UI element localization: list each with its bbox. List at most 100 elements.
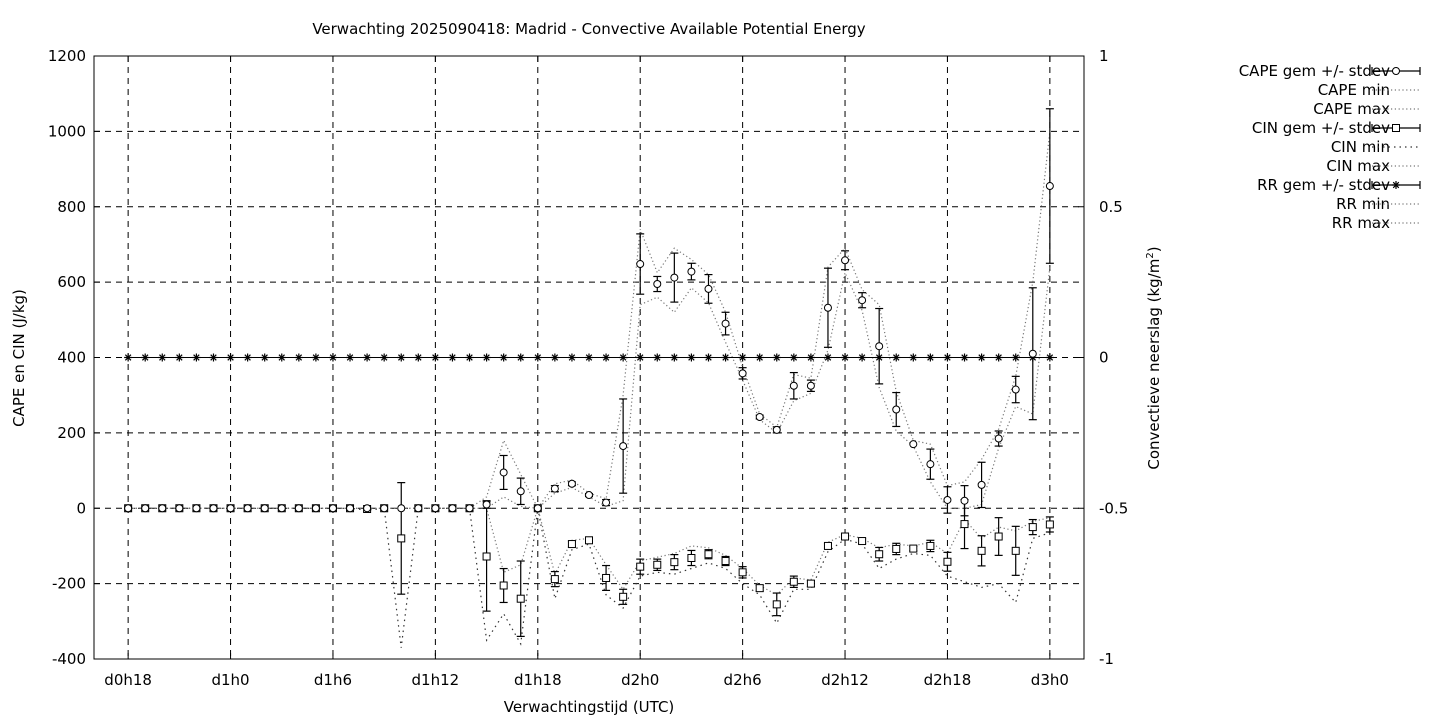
x-tick-label: d3h0: [1031, 671, 1069, 689]
rr-point: [158, 353, 167, 362]
series-cape-min: [128, 267, 1051, 509]
cin-point: [602, 573, 611, 582]
cape-point: [448, 504, 457, 513]
rr-point: [363, 353, 372, 362]
cin-point: [755, 584, 764, 593]
rr-point: [619, 353, 628, 362]
rr-point: [602, 353, 611, 362]
rr-point: [841, 353, 850, 362]
cape-point: [721, 319, 730, 328]
cape-point: [892, 405, 901, 414]
cape-point: [619, 442, 628, 451]
cin-point: [567, 540, 576, 549]
rr-point: [277, 353, 286, 362]
rr-point: [209, 353, 218, 362]
cin-point: [892, 544, 901, 553]
rr-point: [465, 353, 474, 362]
cape-point: [499, 468, 508, 477]
legend-label: CAPE max: [1313, 100, 1390, 118]
cape-point: [704, 284, 713, 293]
rr-point: [704, 353, 713, 362]
series-layer: [124, 108, 1054, 648]
cape-point: [960, 496, 969, 505]
cape-point: [858, 296, 867, 305]
rr-point: [977, 353, 986, 362]
cin-point: [704, 550, 713, 559]
legend-marker-circle: [1392, 67, 1400, 75]
cin-point: [875, 550, 884, 559]
rr-point: [926, 353, 935, 362]
cape-point: [1011, 385, 1020, 394]
cape-point: [328, 504, 337, 513]
cin-point: [397, 534, 406, 543]
y-tick-label: 1200: [48, 47, 86, 65]
rr-point: [636, 353, 645, 362]
cape-point: [670, 273, 679, 282]
rr-point: [858, 353, 867, 362]
cape-point: [653, 280, 662, 289]
cape-point: [585, 491, 593, 500]
cin-point: [841, 532, 850, 541]
cin-point: [499, 581, 508, 590]
rr-point: [738, 353, 747, 362]
cape-point: [380, 504, 389, 513]
series-cin-min: [128, 507, 1051, 648]
cape-point: [977, 480, 986, 489]
cape-point: [346, 504, 355, 513]
legend-label: CIN gem +/- stdev: [1252, 119, 1390, 137]
cape-point: [516, 487, 525, 496]
cin-point: [636, 562, 645, 571]
cape-point: [414, 504, 423, 513]
rr-point: [260, 353, 269, 362]
x-tick-label: d2h12: [821, 671, 869, 689]
cape-point: [226, 504, 235, 513]
cape-point: [926, 460, 935, 469]
cape-point: [755, 413, 764, 422]
y2-axis-label-sup: 2: [1145, 252, 1156, 258]
y2-axis-label-main: Convectieve neerslag (kg/m: [1145, 259, 1163, 470]
cin-point: [909, 544, 918, 553]
cin-point: [943, 557, 952, 566]
cin-point: [687, 553, 696, 562]
rr-point: [346, 353, 355, 362]
x-tick-label: d1h6: [314, 671, 352, 689]
y-tick-label: 200: [57, 424, 86, 442]
cape-point: [994, 434, 1003, 443]
y-tick-label: 400: [57, 349, 86, 367]
y2-axis-label: Convectieve neerslag (kg/m2): [1145, 246, 1163, 469]
cin-point: [858, 537, 867, 546]
cape-point: [294, 504, 303, 513]
x-tick-label: d0h18: [104, 671, 152, 689]
cin-point: [1028, 523, 1037, 532]
rr-point: [789, 353, 798, 362]
cin-point: [994, 532, 1003, 541]
rr-point: [909, 353, 918, 362]
cape-point: [192, 504, 201, 513]
rr-point: [823, 353, 832, 362]
legend-label: RR min: [1336, 195, 1390, 213]
y2-tick-label: -0.5: [1099, 499, 1128, 517]
legend-label: CIN min: [1331, 138, 1390, 156]
rr-point: [380, 353, 389, 362]
series-cape-max: [128, 131, 1051, 510]
y2-tick-label: 1: [1099, 47, 1109, 65]
cape-point: [431, 504, 440, 513]
legend-label: RR max: [1332, 214, 1390, 232]
cin-point: [738, 568, 747, 577]
cin-point: [670, 558, 679, 567]
cape-point: [141, 504, 150, 513]
cin-point: [516, 594, 525, 603]
rr-point: [311, 353, 320, 362]
cape-point: [465, 504, 474, 513]
rr-point: [653, 353, 662, 362]
x-tick-label: d1h12: [412, 671, 460, 689]
cin-point: [789, 577, 798, 586]
cin-point: [550, 575, 559, 584]
cin-point: [482, 552, 491, 561]
x-tick-label: d1h18: [514, 671, 562, 689]
cape-point: [1045, 182, 1054, 191]
rr-point: [516, 353, 525, 362]
cape-point: [363, 504, 372, 513]
y-tick-label: -200: [52, 575, 86, 593]
rr-point: [550, 353, 559, 362]
